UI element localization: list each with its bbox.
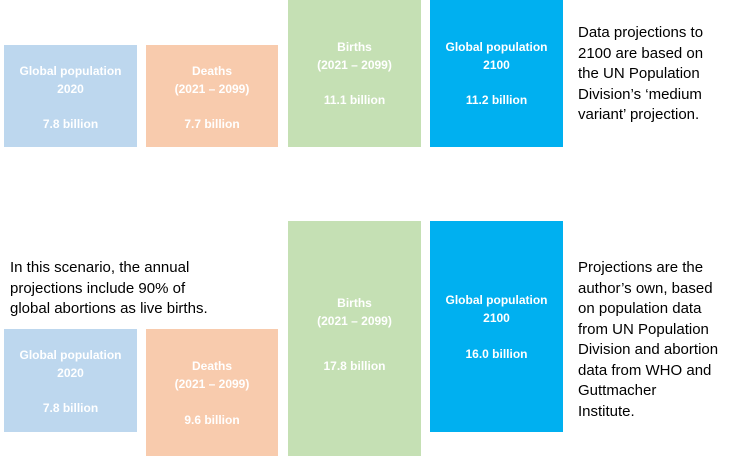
box-label: Global population [445, 293, 548, 307]
box-label: (2021 – 2099) [174, 82, 250, 96]
note-line: author’s own, based [578, 279, 713, 297]
box-label: (2021 – 2099) [174, 377, 250, 391]
note-line: variant’ projection. [578, 106, 700, 123]
box-label: 2100 [483, 58, 510, 72]
box-label: Global population [19, 64, 122, 78]
box-population-2020: Global population 2020 7.8 billion [4, 329, 137, 432]
source-note-2: Projections are the author’s own, based … [578, 258, 718, 422]
box-value: 16.0 billion [465, 347, 528, 361]
box-label: Deaths [191, 64, 232, 78]
box-label: Deaths [191, 359, 232, 373]
box-value: 7.7 billion [184, 117, 240, 131]
note-line: global abortions as live births. [10, 300, 208, 317]
note-line: Division and abortion [578, 341, 719, 358]
note-line: In this scenario, the annual [10, 259, 190, 276]
note-line: Guttmacher [578, 382, 657, 399]
box-label: Global population [19, 348, 122, 362]
box-deaths: Deaths (2021 – 2099) 7.7 billion [146, 45, 278, 147]
note-line: Data projections to [578, 24, 704, 41]
box-label: Births [337, 296, 372, 310]
note-line: Institute. [578, 402, 635, 420]
note-line: 2100 are based on [578, 44, 704, 62]
note-line: on population data [578, 300, 702, 317]
source-note-1: Data projections to 2100 are based on th… [578, 23, 703, 126]
box-population-2100: Global population 2100 11.2 billion [430, 0, 563, 147]
note-line: data from WHO and [578, 361, 712, 379]
note-line: Division’s ‘medium [578, 85, 702, 103]
note-line: Projections are the [578, 259, 704, 276]
note-line: from UN Population [578, 320, 709, 338]
box-value: 7.8 billion [42, 117, 99, 131]
box-population-2020: Global population 2020 7.8 billion [4, 45, 137, 147]
box-label: 2020 [57, 82, 84, 96]
box-value: 17.8 billion [323, 359, 386, 373]
box-label: Global population [445, 40, 548, 54]
box-label: Births [337, 40, 372, 54]
box-births: Births (2021 – 2099) 17.8 billion [288, 221, 421, 456]
box-deaths: Deaths (2021 – 2099) 9.6 billion [146, 329, 278, 456]
box-value: 11.2 billion [465, 93, 528, 107]
box-value: 11.1 billion [323, 93, 386, 107]
box-label: (2021 – 2099) [317, 314, 392, 328]
box-births: Births (2021 – 2099) 11.1 billion [288, 0, 421, 147]
note-line: projections include 90% of [10, 279, 186, 297]
box-value: 9.6 billion [184, 413, 240, 427]
box-label: (2021 – 2099) [317, 58, 392, 72]
box-population-2100: Global population 2100 16.0 billion [430, 221, 563, 432]
box-label: 2020 [57, 366, 84, 380]
scenario-note: In this scenario, the annual projections… [10, 258, 208, 320]
box-label: 2100 [483, 311, 510, 325]
note-line: the UN Population [578, 65, 700, 82]
box-value: 7.8 billion [42, 401, 99, 415]
